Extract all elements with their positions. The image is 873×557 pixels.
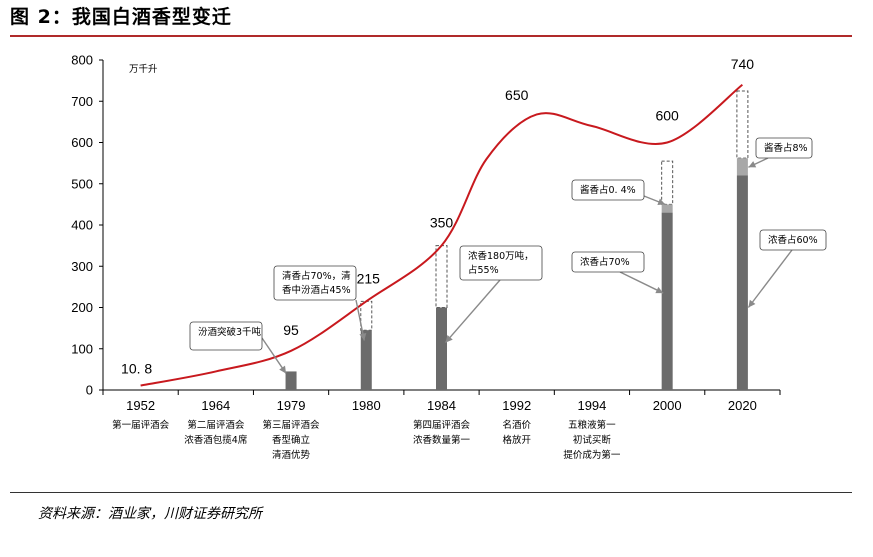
data-label: 350 (430, 215, 454, 231)
event-label: 格放开 (502, 434, 531, 446)
source-rule (10, 492, 852, 493)
jiang-2000-callout-text: 酱香占0. 4% (580, 184, 636, 196)
data-label: 95 (283, 322, 299, 338)
bar (285, 371, 297, 390)
qing-callout-box (273, 265, 357, 301)
x-tick-label: 1952 (126, 398, 155, 413)
x-tick-label: 1979 (277, 398, 306, 413)
bar-total-outline (435, 245, 448, 308)
data-label: 215 (357, 270, 381, 286)
callout-arrowhead (748, 161, 757, 168)
nong-1984-callout-text: 占55% (468, 264, 499, 276)
y-tick-label: 600 (71, 135, 93, 150)
y-tick-label: 100 (71, 341, 93, 356)
x-tick-label: 1980 (352, 398, 381, 413)
event-label: 第二届评酒会 (187, 419, 245, 431)
chart: 0 100 200 300 400 500 600 700 800 1952 第一届评酒会 1964 第… (71, 53, 827, 461)
nong-2020-callout-text: 浓香占60% (768, 234, 818, 246)
chart-labels: 10. 8 95 215 350 650 600 740 (121, 56, 754, 377)
y-tick-label: 0 (86, 383, 93, 398)
fen-callout-text: 汾酒突破3千吨 (198, 326, 262, 338)
y-tick-label: 500 (71, 176, 93, 191)
source-note: 资料来源：酒业家，川财证券研究所 (38, 506, 262, 522)
callout-arrowhead (748, 299, 756, 308)
bar-top-segment (736, 158, 748, 176)
chart-axes: 0 100 200 300 400 500 600 700 800 1952 第一届评酒会 1964 第… (71, 53, 781, 461)
qing-callout-text: 清香占70%，清 (282, 270, 351, 282)
callout-arrowhead (359, 332, 367, 341)
callout-pointer (747, 249, 793, 308)
jiang-2020-callout-box (755, 137, 813, 159)
event-label: 清酒优势 (272, 449, 311, 461)
bar (661, 212, 673, 390)
bar-total-outline (661, 160, 674, 205)
callout-pointer (261, 337, 287, 374)
bar-total-outline (736, 90, 749, 159)
bar (736, 175, 748, 390)
event-label: 名酒价 (502, 419, 531, 431)
nong-2000-callout-text: 浓香占70% (580, 256, 630, 268)
title-rule (10, 35, 852, 37)
qing-callout-text: 香中汾酒占45% (282, 284, 351, 296)
event-label: 第一届评酒会 (112, 419, 170, 431)
y-tick-label: 300 (71, 259, 93, 274)
data-label: 650 (505, 87, 529, 103)
event-label: 提价成为第一 (563, 449, 621, 461)
event-label: 香型确立 (272, 434, 310, 446)
event-label: 浓香酒包揽4席 (184, 434, 248, 446)
bar (360, 330, 372, 390)
figure-title: 图 2：我国白酒香型变迁 (10, 6, 232, 28)
x-tick-label: 1964 (201, 398, 230, 413)
callout-pointer (619, 271, 664, 294)
event-label: 五粮液第一 (568, 419, 616, 431)
event-label: 第三届评酒会 (263, 419, 321, 431)
x-tick-label: 1994 (577, 398, 606, 413)
chart-line (140, 83, 743, 387)
event-label: 第四届评酒会 (413, 419, 471, 431)
nong-1984-callout-box (459, 245, 543, 281)
y-tick-label: 400 (71, 218, 93, 233)
jiang-2020-callout-text: 酱香占8% (764, 142, 808, 154)
nong-2020-callout-box (759, 229, 827, 251)
y-tick-label: 800 (71, 53, 93, 68)
event-label: 初试买断 (573, 434, 612, 446)
event-label: 浓香数量第一 (413, 434, 471, 446)
y-tick-label: 700 (71, 94, 93, 109)
callout-arrowhead (655, 286, 664, 294)
chart-bars (285, 90, 749, 390)
callout-arrowhead (279, 365, 287, 374)
bar (436, 307, 447, 390)
unit-label: 万千升 (129, 64, 158, 75)
callout-arrowhead (657, 198, 666, 206)
bar-top-segment (661, 204, 673, 213)
series-line (140, 83, 743, 387)
data-label: 600 (655, 108, 679, 124)
x-tick-label: 1984 (427, 398, 456, 413)
x-tick-label: 1992 (502, 398, 531, 413)
data-label: 740 (731, 56, 755, 72)
nong-1984-callout-text: 浓香180万吨， (468, 250, 534, 262)
bar-total-outline (360, 300, 373, 331)
callout-arrowhead (445, 334, 453, 343)
nong-2000-callout-box (571, 251, 645, 273)
y-tick-label: 200 (71, 300, 93, 315)
data-label: 10. 8 (121, 361, 152, 377)
x-tick-label: 2000 (653, 398, 682, 413)
callout-pointer (444, 279, 501, 344)
x-tick-label: 2020 (728, 398, 757, 413)
fen-callout-box (189, 321, 263, 351)
jiang-2000-callout-box (571, 179, 645, 201)
